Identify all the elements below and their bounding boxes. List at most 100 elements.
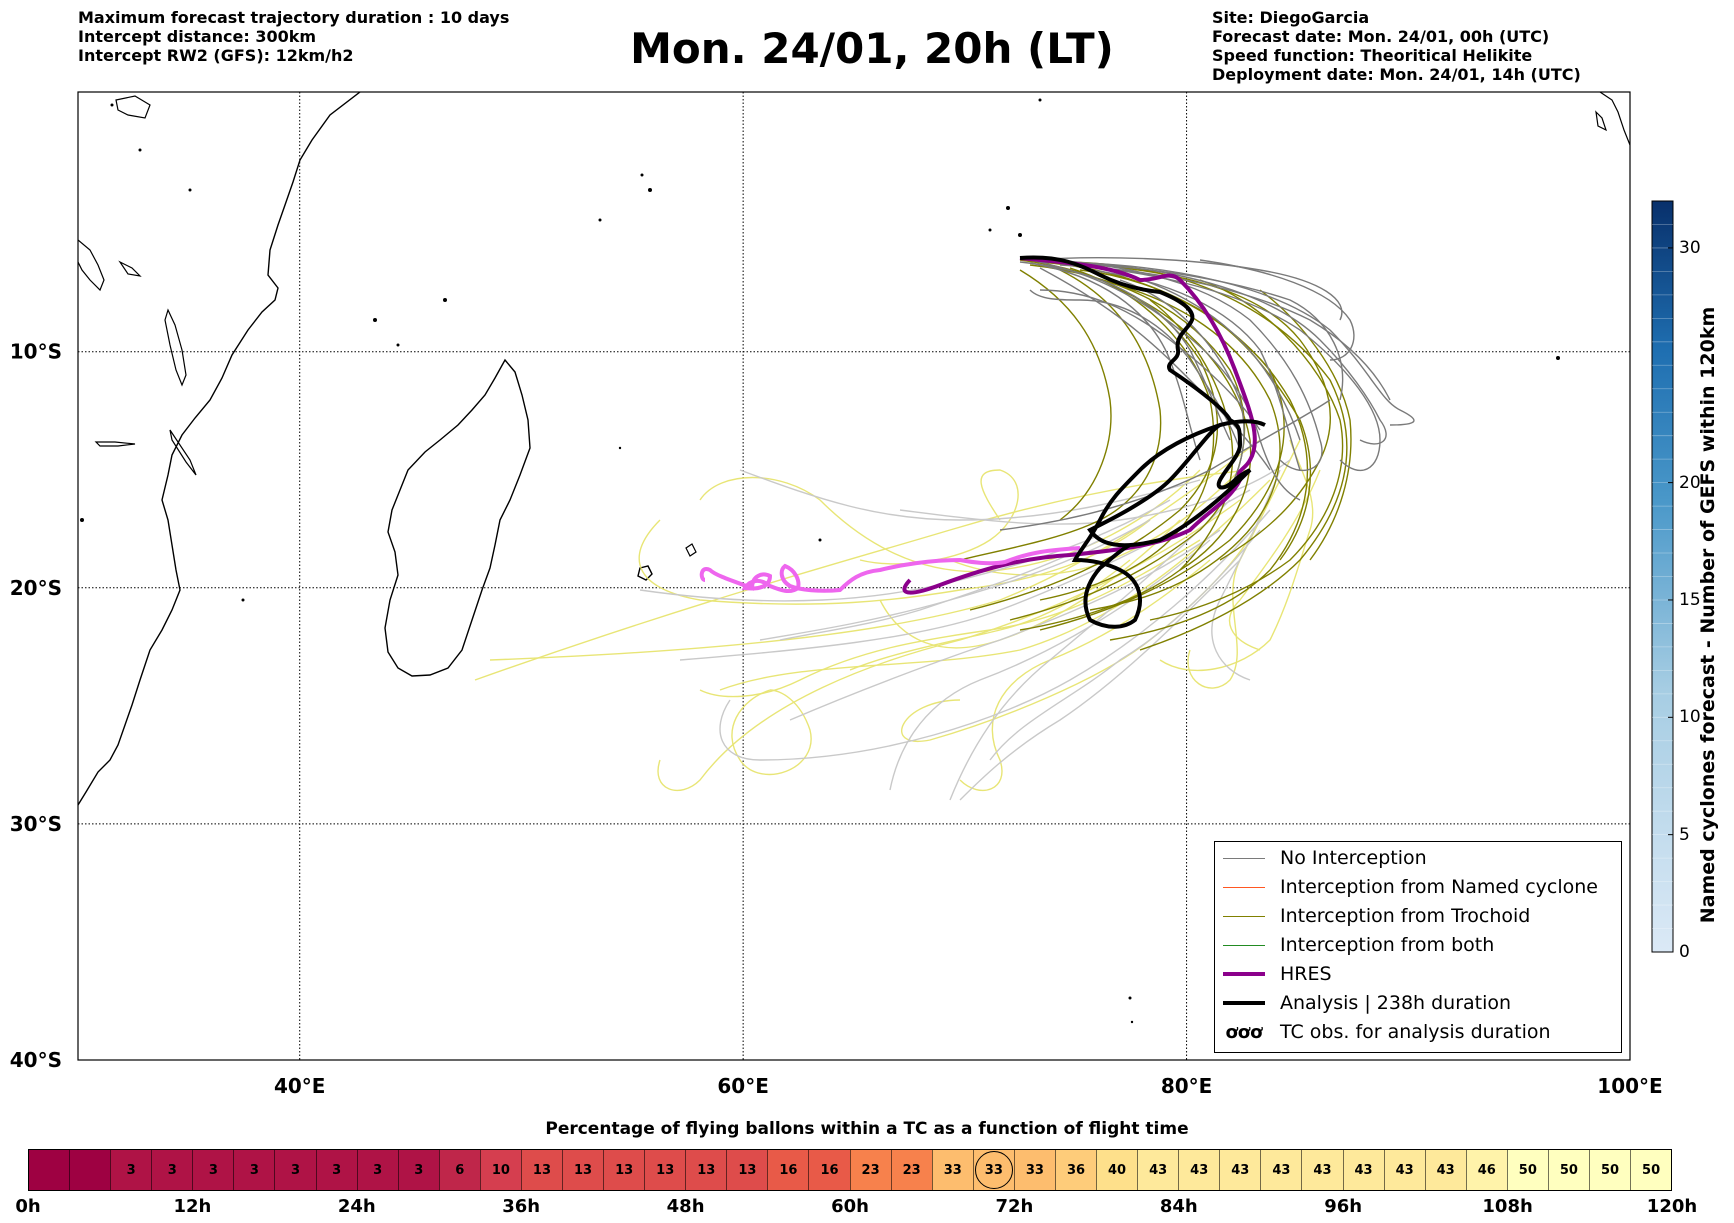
colorbar-tick-label: 20 bbox=[1679, 472, 1701, 493]
percentage-value: 43 bbox=[1190, 1162, 1209, 1178]
colorbar bbox=[1651, 200, 1674, 953]
percentage-cell: 23 bbox=[849, 1150, 891, 1190]
percentage-cell: 3 bbox=[315, 1150, 357, 1190]
percentage-cell: 50 bbox=[1588, 1150, 1631, 1190]
legend-label: Interception from Named cyclone bbox=[1280, 876, 1598, 898]
percentage-cell: 13 bbox=[644, 1150, 686, 1190]
percentage-cell: 3 bbox=[233, 1150, 275, 1190]
longitude-label: 60°E bbox=[717, 1074, 769, 1098]
time-label: 12h bbox=[173, 1196, 212, 1217]
legend-swatch bbox=[1223, 944, 1265, 946]
island bbox=[685, 543, 697, 557]
africa-horn-coast bbox=[78, 239, 105, 292]
colorbar-tick-label: 0 bbox=[1679, 942, 1690, 962]
island bbox=[118, 260, 142, 277]
percentage-value: 33 bbox=[1025, 1162, 1044, 1178]
percentage-value: 23 bbox=[902, 1162, 921, 1178]
percentage-cell: 6 bbox=[438, 1150, 480, 1190]
percentage-value: 13 bbox=[697, 1162, 716, 1178]
percentage-value: 43 bbox=[1149, 1162, 1168, 1178]
colorbar-ticks bbox=[1652, 224, 1673, 953]
percentage-value: 3 bbox=[249, 1162, 259, 1178]
legend-item-no-interception: No Interception bbox=[1223, 844, 1427, 872]
percentage-value: 16 bbox=[820, 1162, 839, 1178]
time-label: 60h bbox=[831, 1196, 869, 1217]
latitude-label: 30°S bbox=[10, 812, 62, 836]
time-label: 96h bbox=[1324, 1196, 1363, 1217]
percentage-cell bbox=[69, 1150, 111, 1190]
colorbar-tick-label: 5 bbox=[1679, 824, 1690, 845]
percentage-cell: 3 bbox=[151, 1150, 193, 1190]
percentage-value: 50 bbox=[1642, 1162, 1661, 1178]
time-label: 120h bbox=[1646, 1196, 1698, 1217]
colorbar-tick-label: 10 bbox=[1679, 707, 1701, 728]
legend-swatch bbox=[1223, 915, 1265, 917]
percentage-value: 50 bbox=[1518, 1162, 1537, 1178]
legend-swatch bbox=[1223, 1001, 1265, 1005]
legend-item-hres: HRES bbox=[1223, 960, 1332, 988]
latitude-label: 20°S bbox=[10, 576, 62, 600]
percentage-value: 40 bbox=[1108, 1162, 1127, 1178]
africa-coastline bbox=[78, 92, 361, 806]
madagascar-coastline bbox=[384, 358, 531, 677]
longitude-label: 80°E bbox=[1161, 1074, 1213, 1098]
island bbox=[94, 441, 136, 447]
time-label: 84h bbox=[1159, 1196, 1198, 1217]
percentage-value: 3 bbox=[414, 1162, 424, 1178]
legend-item-tc-obs: ơơơ TC obs. for analysis duration bbox=[1223, 1018, 1551, 1046]
legend: No Interception Interception from Named … bbox=[1214, 841, 1622, 1053]
percentage-cell: 13 bbox=[726, 1150, 768, 1190]
percentage-cell: 3 bbox=[397, 1150, 439, 1190]
percentage-cell: 3 bbox=[274, 1150, 316, 1190]
percentage-cell: 13 bbox=[520, 1150, 563, 1190]
percentage-value: 43 bbox=[1231, 1162, 1250, 1178]
island bbox=[169, 429, 197, 476]
legend-swatch bbox=[1223, 857, 1265, 859]
percentage-cell: 13 bbox=[685, 1150, 727, 1190]
legend-label: Interception from Trochoid bbox=[1280, 905, 1531, 927]
percentage-bar-title: Percentage of flying ballons within a TC… bbox=[545, 1119, 1189, 1139]
percentage-value: 3 bbox=[332, 1162, 342, 1178]
legend-item-named-cyclone: Interception from Named cyclone bbox=[1223, 873, 1598, 901]
small-islands bbox=[80, 98, 1560, 1024]
colorbar-tick-label: 15 bbox=[1679, 589, 1701, 610]
percentage-cell: 43 bbox=[1219, 1150, 1261, 1190]
percentage-value: 13 bbox=[532, 1162, 552, 1178]
percentage-cell: 50 bbox=[1506, 1150, 1548, 1190]
legend-label: HRES bbox=[1280, 963, 1332, 985]
percentage-value: 36 bbox=[1066, 1162, 1086, 1178]
legend-label: TC obs. for analysis duration bbox=[1280, 1021, 1551, 1043]
percentage-value: 10 bbox=[491, 1162, 510, 1178]
percentage-value: 50 bbox=[1559, 1162, 1578, 1178]
mauritius-island bbox=[637, 565, 653, 581]
analysis-trajectory bbox=[1019, 255, 1266, 629]
percentage-cell: 10 bbox=[479, 1150, 521, 1190]
legend-item-both: Interception from both bbox=[1223, 931, 1494, 959]
percentage-value: 13 bbox=[574, 1162, 593, 1178]
percentage-cell: 43 bbox=[1137, 1150, 1179, 1190]
island-comoros-coast bbox=[164, 308, 187, 387]
legend-label: Analysis | 238h duration bbox=[1280, 992, 1512, 1014]
percentage-value: 3 bbox=[290, 1162, 301, 1178]
percentage-value: 13 bbox=[615, 1162, 634, 1178]
percentage-cell: 16 bbox=[808, 1150, 850, 1190]
time-label: 48h bbox=[666, 1196, 705, 1217]
percentage-value: 3 bbox=[167, 1162, 177, 1178]
percentage-cell: 43 bbox=[1424, 1150, 1466, 1190]
percentage-value: 43 bbox=[1313, 1162, 1332, 1178]
cyclone-symbol-icon: ơơơ bbox=[1225, 1021, 1263, 1043]
time-label: 72h bbox=[995, 1196, 1034, 1217]
percentage-cell: 43 bbox=[1383, 1150, 1425, 1190]
legend-item-analysis: Analysis | 238h duration bbox=[1223, 989, 1511, 1017]
map-title: Mon. 24/01, 20h (LT) bbox=[630, 24, 1114, 73]
deployment-date-text: Deployment date: Mon. 24/01, 14h (UTC) bbox=[1212, 65, 1581, 84]
hres-trajectory bbox=[902, 256, 1257, 595]
percentage-cell: 3 bbox=[110, 1150, 152, 1190]
latitude-label: 10°S bbox=[10, 340, 62, 364]
speed-function-text: Speed function: Theoritical Helikite bbox=[1212, 46, 1533, 65]
percentage-value: 13 bbox=[738, 1162, 757, 1178]
percentage-cell: 3 bbox=[192, 1150, 234, 1190]
percentage-cell: 43 bbox=[1260, 1150, 1302, 1190]
time-label: 36h bbox=[502, 1196, 541, 1217]
forecast-date-text: Forecast date: Mon. 24/01, 00h (UTC) bbox=[1212, 27, 1550, 46]
